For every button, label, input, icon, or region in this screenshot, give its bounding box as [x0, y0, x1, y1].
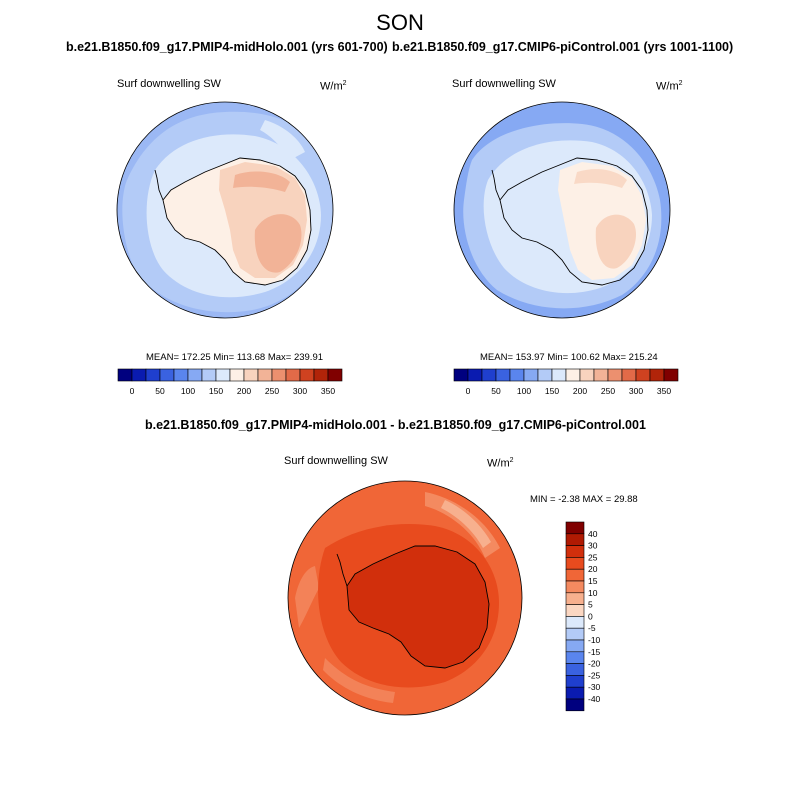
- right-colorbar-swatch: [621, 368, 637, 382]
- right-colorbar-swatch: [649, 368, 665, 382]
- right-colorbar-tick-label: 0: [466, 386, 471, 396]
- left-colorbar-swatch: [313, 368, 329, 382]
- left-colorbar-tick-label: 50: [155, 386, 165, 396]
- right-colorbar-tick-label: 100: [517, 386, 531, 396]
- diff-units-label: W/m2: [487, 457, 514, 470]
- left-colorbar-swatch: [215, 368, 231, 382]
- right-colorbar-swatch: [523, 368, 539, 382]
- right-colorbar-tick-label: 150: [545, 386, 559, 396]
- left-colorbar-swatch: [299, 368, 315, 382]
- diff-colorbar-swatch: [565, 675, 585, 688]
- right-colorbar-swatch: [453, 368, 469, 382]
- left-colorbar-tick-label: 250: [265, 386, 279, 396]
- left-colorbar-tick-label: 150: [209, 386, 223, 396]
- left-colorbar-swatch: [243, 368, 259, 382]
- diff-colorbar-tick-label: -20: [588, 659, 601, 669]
- right-stats: MEAN= 153.97 Min= 100.62 Max= 215.24: [480, 352, 658, 363]
- right-colorbar-swatch: [467, 368, 483, 382]
- left-colorbar: 0 50 100 150 200 250 300 350: [117, 368, 343, 396]
- left-colorbar-tick-label: 350: [321, 386, 335, 396]
- right-units-label: W/m2: [656, 80, 683, 93]
- left-colorbar-tick-label: 300: [293, 386, 307, 396]
- diff-colorbar-tick-label: 10: [588, 588, 598, 598]
- left-colorbar-swatch: [327, 368, 343, 382]
- diff-colorbar-swatch: [565, 627, 585, 641]
- diff-colorbar-swatch: [565, 698, 585, 712]
- right-colorbar-swatch: [481, 368, 497, 382]
- left-colorbar-swatch: [131, 368, 147, 382]
- diff-colorbar-swatch: [565, 568, 585, 582]
- diff-colorbar-swatch: [565, 663, 585, 676]
- left-colorbar-swatch: [257, 368, 273, 382]
- right-colorbar-swatch: [593, 368, 609, 382]
- diff-colorbar-tick-label: -5: [588, 623, 596, 633]
- right-colorbar-swatch: [551, 368, 567, 382]
- left-units-label: W/m2: [320, 80, 347, 93]
- diff-colorbar-tick-label: 15: [588, 576, 598, 586]
- left-field-label: Surf downwelling SW: [117, 78, 221, 90]
- right-colorbar-swatch: [607, 368, 623, 382]
- left-stats: MEAN= 172.25 Min= 113.68 Max= 239.91: [146, 352, 324, 363]
- left-colorbar-tick-label: 100: [181, 386, 195, 396]
- left-colorbar-swatch: [187, 368, 203, 382]
- diff-colorbar-tick-label: -30: [588, 682, 601, 692]
- left-colorbar-swatch: [173, 368, 189, 382]
- diff-map: [287, 480, 523, 716]
- diff-colorbar-tick-label: 25: [588, 552, 598, 562]
- left-colorbar-swatch: [229, 368, 245, 382]
- right-colorbar-tick-label: 350: [657, 386, 671, 396]
- diff-colorbar-tick-label: -40: [588, 694, 601, 704]
- diff-colorbar-tick-label: -25: [588, 670, 601, 680]
- diff-colorbar-swatch: [565, 616, 585, 629]
- left-colorbar-swatch: [145, 368, 161, 382]
- left-colorbar-swatch: [159, 368, 175, 382]
- left-colorbar-tick-label: 0: [130, 386, 135, 396]
- diff-colorbar-swatch: [565, 533, 585, 546]
- diff-colorbar-swatch: [565, 580, 585, 594]
- diff-colorbar-tick-label: 40: [588, 529, 598, 539]
- left-map: [116, 101, 334, 319]
- diff-colorbar-tick-label: -15: [588, 647, 601, 657]
- right-colorbar: 0 50 100 150 200 250 300 350: [453, 368, 679, 396]
- right-panel-title: b.e21.B1850.f09_g17.CMIP6-piControl.001 …: [392, 40, 734, 54]
- left-colorbar-swatch: [271, 368, 287, 382]
- diff-colorbar-swatch: [565, 604, 585, 617]
- diff-colorbar-swatch: [565, 521, 585, 535]
- figure-title: SON: [376, 10, 424, 35]
- right-colorbar-swatch: [579, 368, 595, 382]
- right-colorbar-swatch: [509, 368, 525, 382]
- diff-colorbar-tick-label: -10: [588, 635, 601, 645]
- diff-colorbar-tick-label: 20: [588, 564, 598, 574]
- right-colorbar-swatch: [537, 368, 553, 382]
- left-colorbar-swatch: [285, 368, 301, 382]
- diff-colorbar-tick-label: 0: [588, 611, 593, 621]
- right-colorbar-swatch: [635, 368, 651, 382]
- diff-panel-title: b.e21.B1850.f09_g17.PMIP4-midHolo.001 - …: [145, 418, 646, 432]
- diff-colorbar-tick-label: 30: [588, 541, 598, 551]
- diff-colorbar-swatch: [565, 686, 585, 700]
- diff-colorbar-swatch: [565, 545, 585, 558]
- diff-colorbar-tick-label: 5: [588, 600, 593, 610]
- diff-colorbar-swatch: [565, 639, 585, 653]
- left-colorbar-tick-label: 200: [237, 386, 251, 396]
- right-colorbar-tick-label: 300: [629, 386, 643, 396]
- diff-colorbar-swatch: [565, 557, 585, 570]
- right-field-label: Surf downwelling SW: [452, 78, 556, 90]
- diff-colorbar-swatch: [565, 651, 585, 664]
- right-map: [453, 101, 671, 319]
- right-colorbar-tick-label: 250: [601, 386, 615, 396]
- right-colorbar-tick-label: 200: [573, 386, 587, 396]
- left-colorbar-swatch: [201, 368, 217, 382]
- diff-field-label: Surf downwelling SW: [284, 455, 388, 467]
- left-colorbar-swatch: [117, 368, 133, 382]
- diff-stats: MIN = -2.38 MAX = 29.88: [530, 494, 638, 505]
- diff-colorbar-swatch: [565, 592, 585, 605]
- left-panel-title: b.e21.B1850.f09_g17.PMIP4-midHolo.001 (y…: [66, 40, 388, 54]
- right-colorbar-swatch: [565, 368, 581, 382]
- right-colorbar-tick-label: 50: [491, 386, 501, 396]
- right-colorbar-swatch: [663, 368, 679, 382]
- right-colorbar-swatch: [495, 368, 511, 382]
